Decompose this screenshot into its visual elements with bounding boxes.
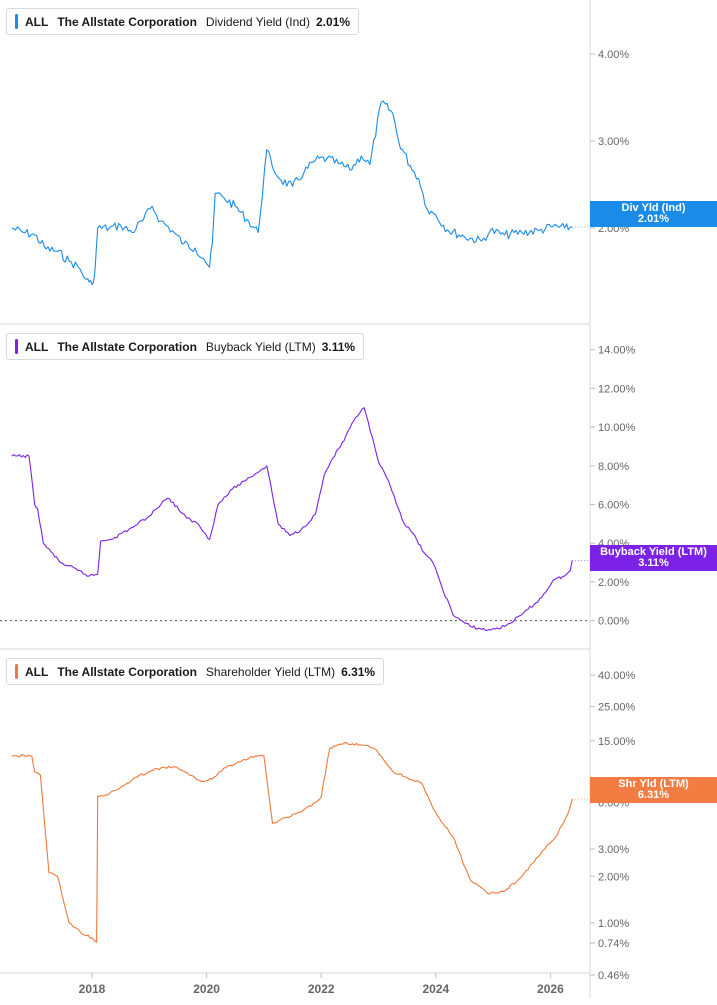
y-tick-label: 25.00% xyxy=(598,702,636,714)
legend-ticker: ALL xyxy=(25,14,49,29)
y-tick-label: 8.00% xyxy=(598,461,629,473)
y-tick-label: 0.00% xyxy=(598,616,629,628)
x-tick-label: 2026 xyxy=(537,982,564,996)
legend-value: 2.01% xyxy=(315,14,350,29)
legend-value: 3.11% xyxy=(321,339,356,354)
y-tick-label: 1.00% xyxy=(598,918,629,930)
legend-ticker: ALL xyxy=(25,339,49,354)
y-tick-label: 10.00% xyxy=(598,422,636,434)
legend-metric: Buyback Yield (LTM) xyxy=(205,339,316,354)
legend-company: The Allstate Corporation xyxy=(57,339,197,354)
legend-ticker: ALL xyxy=(25,664,49,679)
badge-dividend-yield: Div Yld (Ind) 2.01% xyxy=(590,201,717,227)
series-color-marker xyxy=(15,339,18,354)
y-tick-label: 14.00% xyxy=(598,345,636,357)
y-tick-label: 2.00% xyxy=(598,577,629,589)
series-line-shareholder xyxy=(11,741,573,943)
legend-shareholder-yield: ALL The Allstate Corporation Shareholder… xyxy=(6,658,385,685)
y-tick-label: 3.00% xyxy=(598,844,629,856)
x-tick-label: 2024 xyxy=(422,982,449,996)
legend-dividend-yield: ALL The Allstate Corporation Dividend Yi… xyxy=(6,8,359,35)
series-line-buyback xyxy=(11,407,573,632)
y-tick-label: 0.74% xyxy=(598,938,629,950)
legend-metric: Dividend Yield (Ind) xyxy=(205,14,310,29)
series-line-dividend xyxy=(11,100,573,286)
y-tick-label: 15.00% xyxy=(598,736,636,748)
x-tick-label: 2020 xyxy=(193,982,220,996)
legend-company: The Allstate Corporation xyxy=(57,14,197,29)
badge-label: Shr Yld (LTM) xyxy=(618,778,689,790)
legend-metric: Shareholder Yield (LTM) xyxy=(205,664,336,679)
y-tick-label: 40.00% xyxy=(598,670,636,682)
series-color-marker xyxy=(15,664,18,679)
badge-value: 2.01% xyxy=(637,213,670,225)
badge-label: Buyback Yield (LTM) xyxy=(600,546,707,558)
y-tick-label: 6.00% xyxy=(598,500,629,512)
badge-value: 3.11% xyxy=(638,557,669,569)
y-tick-label: 2.00% xyxy=(598,871,629,883)
badge-shareholder-yield: Shr Yld (LTM) 6.31% xyxy=(590,777,717,803)
badge-buyback-yield: Buyback Yield (LTM) 3.11% xyxy=(590,545,717,571)
badge-label: Div Yld (Ind) xyxy=(621,202,686,214)
y-tick-label: 12.00% xyxy=(598,383,636,395)
x-tick-label: 2022 xyxy=(308,982,335,996)
badge-value: 6.31% xyxy=(637,789,670,801)
y-tick-label: 4.00% xyxy=(598,49,629,61)
x-tick-label: 2018 xyxy=(79,982,106,996)
series-color-marker xyxy=(15,14,18,29)
legend-company: The Allstate Corporation xyxy=(57,664,197,679)
legend-buyback-yield: ALL The Allstate Corporation Buyback Yie… xyxy=(6,333,365,360)
y-tick-label: 0.46% xyxy=(598,970,629,982)
legend-value: 6.31% xyxy=(341,664,376,679)
y-tick-label: 3.00% xyxy=(598,136,629,148)
